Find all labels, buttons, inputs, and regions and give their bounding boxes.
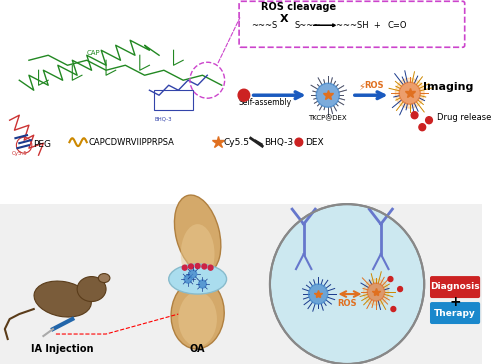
Circle shape: [195, 264, 200, 269]
Text: Drug release: Drug release: [436, 113, 491, 122]
Text: CAP: CAP: [87, 50, 101, 56]
Circle shape: [426, 117, 432, 124]
Ellipse shape: [178, 292, 217, 347]
Text: CAPCDWRVIIPPRPSA: CAPCDWRVIIPPRPSA: [88, 138, 174, 147]
Text: ~~~S: ~~~S: [250, 21, 277, 30]
Circle shape: [188, 264, 194, 269]
FancyBboxPatch shape: [430, 276, 480, 298]
Text: ROS: ROS: [338, 299, 357, 308]
FancyBboxPatch shape: [239, 1, 464, 47]
Ellipse shape: [174, 195, 221, 273]
Circle shape: [208, 265, 213, 270]
Text: DEX: DEX: [304, 138, 324, 147]
Text: OA: OA: [190, 344, 206, 354]
Text: BHQ-3: BHQ-3: [264, 138, 294, 147]
Text: IA Injection: IA Injection: [32, 344, 94, 354]
Text: Therapy: Therapy: [434, 309, 476, 317]
Circle shape: [316, 83, 340, 107]
Circle shape: [184, 275, 192, 283]
Text: Cy5.5: Cy5.5: [12, 151, 28, 156]
Circle shape: [399, 82, 420, 104]
Ellipse shape: [77, 277, 106, 301]
Circle shape: [419, 124, 426, 131]
Circle shape: [202, 264, 206, 269]
Ellipse shape: [34, 281, 92, 317]
Text: Cy5.5: Cy5.5: [224, 138, 250, 147]
Text: +: +: [449, 295, 461, 309]
Bar: [0, 204, 482, 364]
Text: S~~~: S~~~: [294, 21, 320, 30]
Circle shape: [238, 89, 250, 101]
Text: Diagnosis: Diagnosis: [430, 282, 480, 290]
Circle shape: [364, 279, 388, 305]
FancyBboxPatch shape: [430, 302, 480, 324]
Text: PEG: PEG: [33, 140, 51, 149]
Bar: [154, 90, 193, 110]
Text: C=O: C=O: [388, 21, 407, 30]
Text: TKCP@DEX: TKCP@DEX: [308, 115, 347, 121]
Text: ~~~SH  +: ~~~SH +: [336, 21, 380, 30]
Ellipse shape: [171, 279, 224, 349]
Circle shape: [391, 306, 396, 312]
Circle shape: [270, 204, 424, 364]
Ellipse shape: [181, 224, 214, 284]
Circle shape: [368, 283, 384, 301]
Text: ROS: ROS: [364, 81, 384, 90]
Text: BHQ-3: BHQ-3: [154, 116, 172, 121]
FancyArrow shape: [314, 24, 336, 27]
Ellipse shape: [98, 274, 110, 282]
Circle shape: [398, 286, 402, 292]
Circle shape: [198, 280, 206, 288]
Circle shape: [308, 284, 328, 304]
Circle shape: [189, 270, 196, 278]
Text: Self-assembly: Self-assembly: [238, 98, 292, 107]
Ellipse shape: [168, 264, 226, 294]
Circle shape: [411, 112, 418, 119]
Text: Imaging: Imaging: [423, 82, 474, 92]
Circle shape: [295, 138, 302, 146]
Text: ROS cleavage: ROS cleavage: [262, 2, 336, 12]
Text: ⚡: ⚡: [358, 82, 366, 92]
Circle shape: [182, 265, 187, 270]
Circle shape: [396, 78, 424, 108]
Text: X: X: [280, 14, 288, 24]
Circle shape: [388, 277, 393, 282]
